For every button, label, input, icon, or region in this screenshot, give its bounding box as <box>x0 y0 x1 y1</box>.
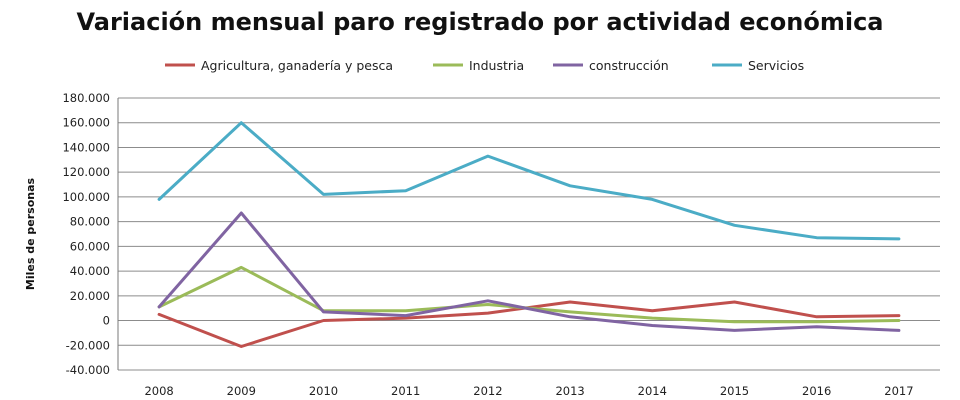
x-tick-label: 2014 <box>638 384 667 398</box>
legend-item: construcción <box>553 58 669 73</box>
y-tick-label: 20.000 <box>70 289 110 303</box>
series-line-servicios <box>157 121 901 241</box>
legend-item: Industria <box>433 58 524 73</box>
y-tick-label: 120.000 <box>62 165 110 179</box>
legend-label: Industria <box>469 58 524 73</box>
legend-label: construcción <box>589 58 669 73</box>
y-tick-label: -20.000 <box>66 338 110 352</box>
y-axis-ticks: -40.000 -20.000 0 20.000 40.000 60.000 80.000 1… <box>62 91 110 377</box>
chart-title: Variación mensual paro registrado por ac… <box>77 8 884 36</box>
gridlines <box>117 97 940 371</box>
y-tick-label: -40.000 <box>66 363 110 377</box>
x-tick-label: 2011 <box>391 384 420 398</box>
legend-item: Agricultura, ganadería y pesca <box>165 58 393 73</box>
x-tick-label: 2008 <box>144 384 173 398</box>
y-tick-label: 40.000 <box>70 264 110 278</box>
x-tick-label: 2010 <box>309 384 338 398</box>
y-tick-label: 140.000 <box>62 140 110 154</box>
x-tick-label: 2013 <box>555 384 584 398</box>
y-tick-label: 60.000 <box>70 239 110 253</box>
series-lines <box>157 121 901 348</box>
y-tick-label: 100.000 <box>62 190 110 204</box>
x-tick-label: 2012 <box>473 384 502 398</box>
legend-label: Agricultura, ganadería y pesca <box>201 58 393 73</box>
x-tick-label: 2016 <box>802 384 831 398</box>
x-tick-label: 2015 <box>720 384 749 398</box>
y-tick-label: 160.000 <box>62 116 110 130</box>
series-line-construcción <box>157 211 901 332</box>
x-tick-label: 2017 <box>884 384 913 398</box>
y-tick-label: 0 <box>103 314 110 328</box>
y-tick-label: 180.000 <box>62 91 110 105</box>
y-tick-label: 80.000 <box>70 215 110 229</box>
legend-item: Servicios <box>712 58 804 73</box>
x-axis-ticks: 2008 2009 2010 2011 2012 2013 2014 2015 2016 2017 <box>144 384 913 398</box>
legend-label: Servicios <box>748 58 804 73</box>
y-axis-label: Miles de personas <box>24 177 37 290</box>
legend: Agricultura, ganadería y pesca Industria c… <box>165 58 804 73</box>
series-line-industria <box>157 265 901 324</box>
x-tick-label: 2009 <box>227 384 256 398</box>
